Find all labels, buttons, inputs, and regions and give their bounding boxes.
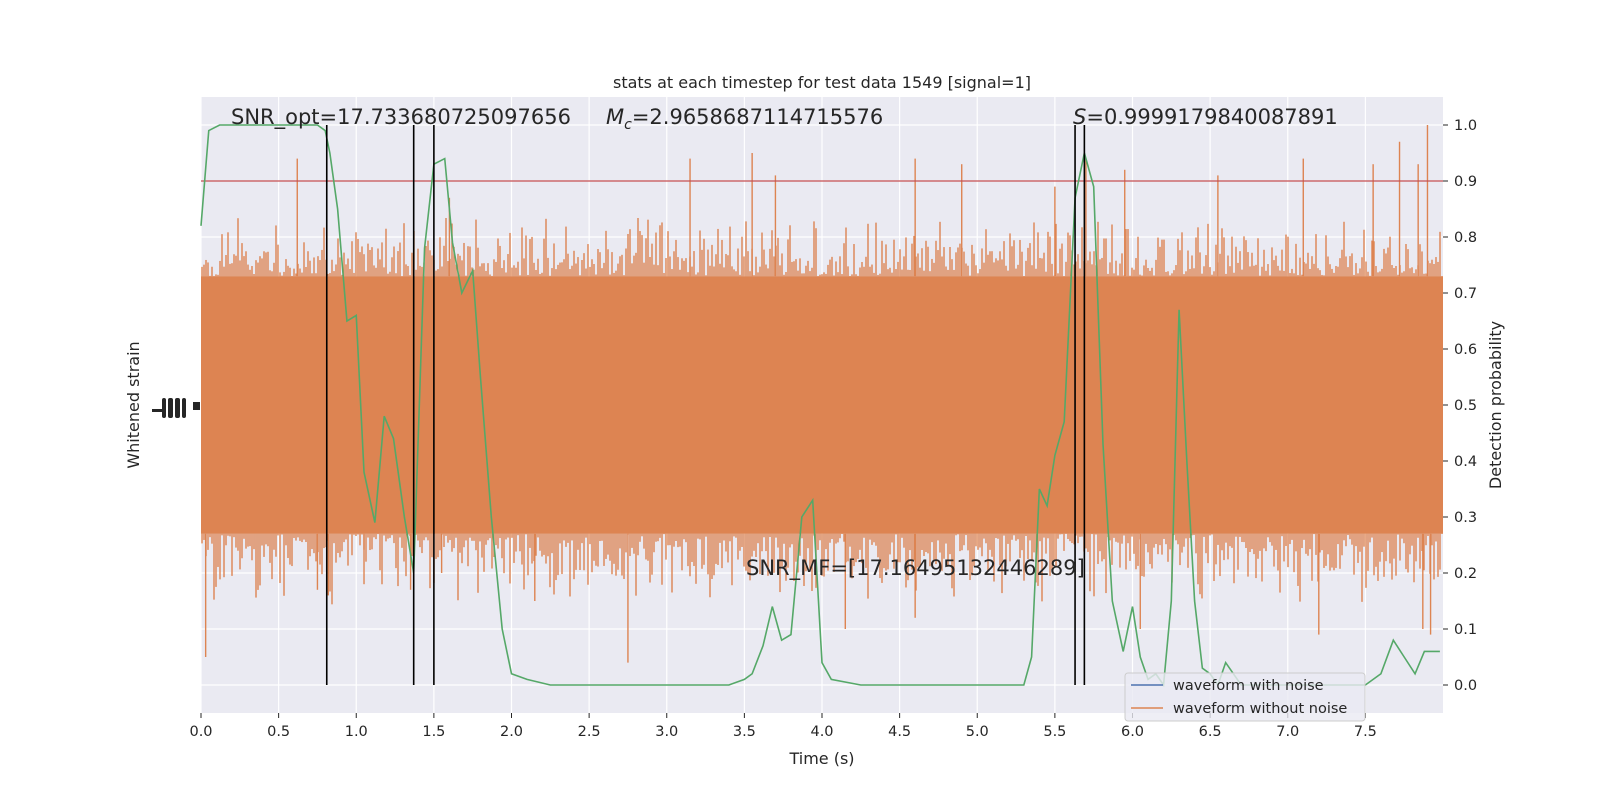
x-tick-label: 2.0: [500, 724, 523, 740]
y-axis-label-left: Whitened strain: [124, 341, 143, 468]
y-axis-label-right: Detection probability: [1486, 321, 1505, 489]
x-tick-label: 7.5: [1354, 724, 1377, 740]
score-symbol: S: [1073, 105, 1086, 129]
chart-title: stats at each timestep for test data 154…: [613, 73, 1031, 92]
y-tick-label: 0.3: [1454, 510, 1477, 526]
y-tick-label: 0.6: [1454, 342, 1477, 358]
legend: waveform with noise waveform without noi…: [1124, 672, 1366, 722]
x-tick-label: 1.0: [345, 724, 368, 740]
x-tick-label: 2.5: [578, 724, 601, 740]
left-axis-overlapped-ticks: [152, 398, 200, 418]
x-tick-label: 1.5: [422, 724, 445, 740]
x-tick-label: 7.0: [1276, 724, 1299, 740]
event-markers: [325, 125, 1086, 685]
x-tick-label: 3.5: [733, 724, 756, 740]
snr-mf-annotation: SNR_MF=[17.16495132446289]: [746, 556, 1085, 581]
legend-box: [1124, 672, 1366, 722]
legend-label-without-noise: waveform without noise: [1173, 701, 1347, 717]
x-tick-label: 5.0: [966, 724, 989, 740]
y-tick-label: 0.4: [1454, 454, 1477, 470]
legend-label-with-noise: waveform with noise: [1173, 678, 1324, 694]
y-tick-label: 0.8: [1454, 230, 1477, 246]
series-waveform-without-noise: [201, 125, 1443, 663]
x-tick-label: 0.5: [267, 724, 290, 740]
y-axis-ticks-right: 0.0 0.1 0.2 0.3 0.4 0.5 0.6 0.7 0.8 0.9 1.0: [1443, 118, 1477, 694]
chirp-mass-value: =2.9658687114715576: [632, 105, 883, 129]
x-tick-label: 6.5: [1199, 724, 1222, 740]
x-axis-label: Time (s): [788, 749, 854, 768]
chirp-mass-annotation: Mc=2.9658687114715576: [606, 105, 883, 133]
chirp-mass-subscript: c: [624, 117, 632, 133]
score-value: =0.9999179840087891: [1086, 105, 1337, 129]
x-tick-label: 6.0: [1121, 724, 1144, 740]
snr-opt-annotation: SNR_opt=17.733680725097656: [231, 105, 571, 130]
strain-band-core: [201, 276, 1443, 534]
y-tick-label: 0.1: [1454, 622, 1477, 638]
y-tick-label: 0.0: [1454, 678, 1477, 694]
y-tick-label: 0.7: [1454, 286, 1477, 302]
x-tick-label: 3.0: [655, 724, 678, 740]
y-tick-label: 1.0: [1454, 118, 1477, 134]
x-tick-label: 0.0: [189, 724, 212, 740]
y-tick-label: 0.5: [1454, 398, 1477, 414]
y-tick-label: 0.9: [1454, 174, 1477, 190]
x-tick-label: 4.5: [888, 724, 911, 740]
chirp-mass-symbol: M: [606, 105, 624, 129]
x-tick-label: 5.5: [1043, 724, 1066, 740]
y-tick-label: 0.2: [1454, 566, 1477, 582]
x-tick-label: 4.0: [810, 724, 833, 740]
score-annotation: S=0.9999179840087891: [1073, 105, 1338, 129]
